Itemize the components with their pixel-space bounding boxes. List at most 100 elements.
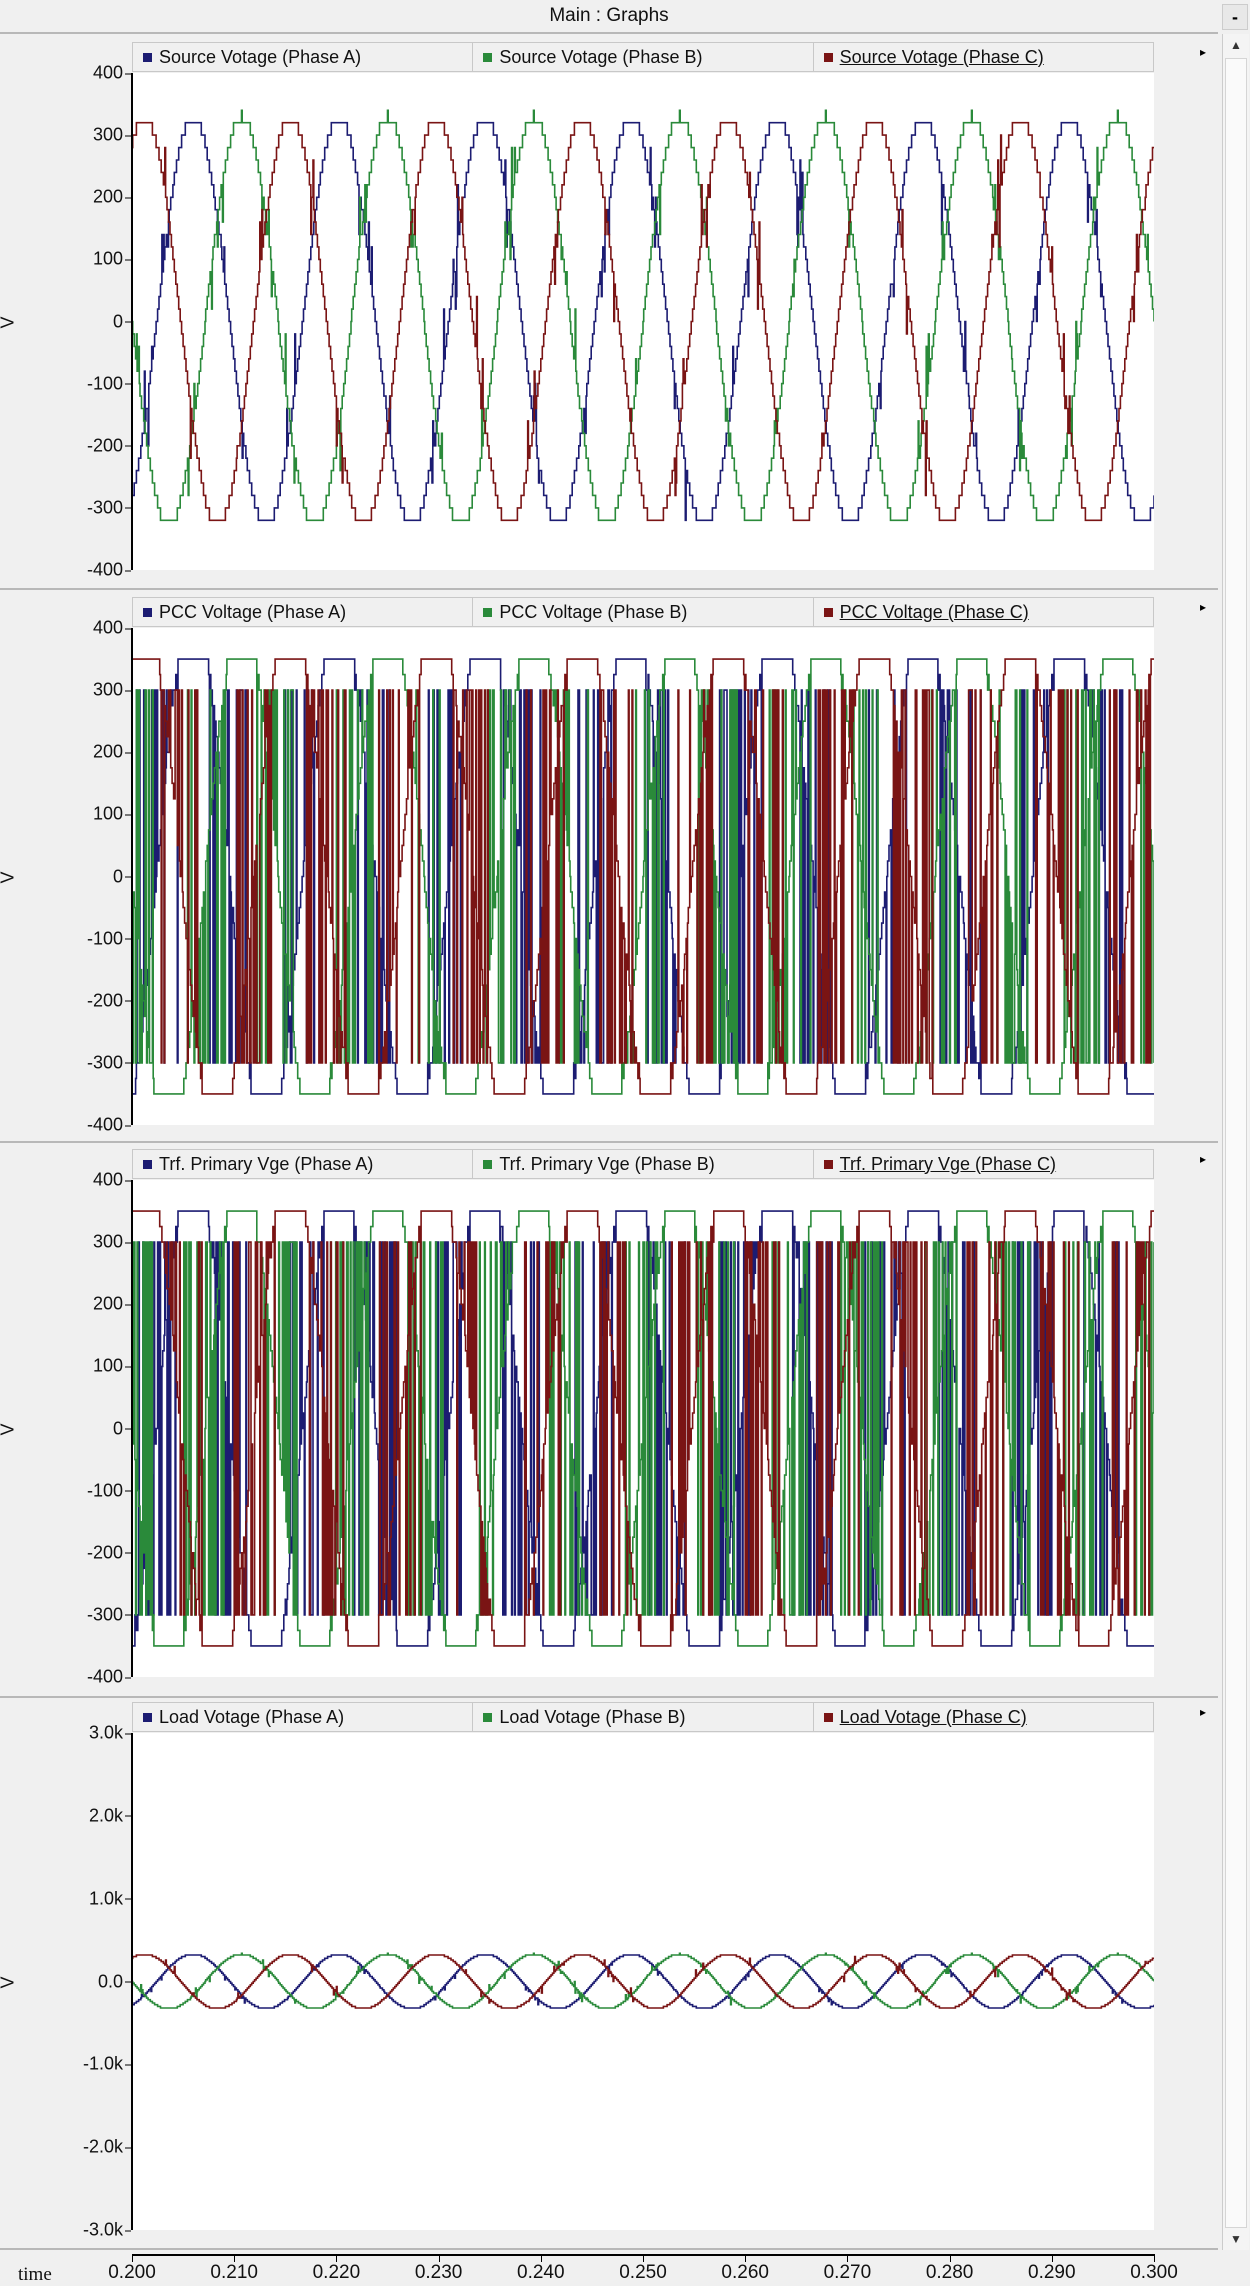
legend-label: PCC Voltage (Phase A) [159,601,347,622]
series-line-phase-b [132,1952,1154,2009]
y-tick-label: -200 [0,435,131,456]
legend-swatch [823,1159,833,1169]
y-axis-line [131,1733,133,2230]
y-tick-label: 400 [0,63,131,84]
legend-item-phase-c[interactable]: Trf. Primary Vge (Phase C) [814,1150,1153,1178]
legend-label: Source Votage (Phase B) [499,46,703,67]
plot-area [132,628,1154,1125]
panel-menu-arrow-icon[interactable]: ▸ [1200,1152,1207,1166]
legend-swatch [823,1712,833,1722]
x-tick-label: 0.290 [1028,2262,1076,2283]
legend-swatch [483,1712,493,1722]
scroll-down-arrow-icon[interactable]: ▼ [1230,2232,1242,2246]
y-tick-label: 0 [0,311,131,332]
legend-item-phase-c[interactable]: Source Votage (Phase C) [814,43,1153,71]
y-tick-label: 400 [0,618,131,639]
legend-item-phase-a[interactable]: Load Votage (Phase A) [133,1703,474,1731]
y-tick-label: -100 [0,1480,131,1501]
legend: Load Votage (Phase A) Load Votage (Phase … [132,1702,1154,1732]
x-tick-label: 0.210 [210,2262,258,2283]
y-tick-label: 1.0k [0,1888,131,1909]
legend-item-phase-a[interactable]: Trf. Primary Vge (Phase A) [133,1150,474,1178]
y-axis-label: V [0,316,19,328]
series-line-phase-b [132,109,1154,522]
y-axis-label: V [0,1423,19,1435]
series-line-phase-c [132,1954,1154,2009]
waveform-canvas [132,1210,1154,1647]
x-tick-label: 0.260 [721,2262,769,2283]
legend: Trf. Primary Vge (Phase A) Trf. Primary V… [132,1149,1154,1179]
legend-label: Trf. Primary Vge (Phase C) [839,1153,1057,1174]
x-tick-mark [745,2254,747,2262]
window-title: Main : Graphs [0,0,1218,34]
x-tick-mark [438,2254,440,2262]
graph-panel-3: Trf. Primary Vge (Phase A) Trf. Primary V… [0,1143,1218,1698]
x-tick-mark [949,2254,951,2262]
x-tick-mark [1154,2254,1155,2262]
legend-item-phase-b[interactable]: Load Votage (Phase B) [473,1703,814,1731]
y-tick-label: 100 [0,1356,131,1377]
legend-label: Trf. Primary Vge (Phase A) [159,1153,374,1174]
y-tick-label: -3.0k [0,2220,131,2241]
scroll-up-arrow-icon[interactable]: ▲ [1230,38,1242,52]
panel-menu-arrow-icon[interactable]: ▸ [1200,45,1207,59]
y-tick-label: -400 [0,1667,131,1688]
y-tick-label: -300 [0,1052,131,1073]
y-tick-label: -1.0k [0,2054,131,2075]
x-tick-mark [336,2254,338,2262]
series-line-phase-c [132,658,1154,1095]
series-line-phase-a [132,121,1154,522]
graph-panel-4: Load Votage (Phase A) Load Votage (Phase … [0,1698,1218,2250]
minimize-button[interactable]: - [1222,4,1248,30]
legend-item-phase-c[interactable]: PCC Voltage (Phase C) [814,598,1153,626]
y-tick-label: -300 [0,497,131,518]
x-tick-mark [234,2254,236,2262]
legend-swatch [823,52,833,62]
series-line-phase-c [132,1210,1154,1647]
legend: Source Votage (Phase A) Source Votage (Ph… [132,42,1154,72]
y-tick-label: 400 [0,1170,131,1191]
y-tick-label: 100 [0,804,131,825]
y-tick-label: 100 [0,249,131,270]
y-tick-label: -200 [0,990,131,1011]
y-tick-label: -400 [0,1115,131,1136]
series-line-phase-b [132,658,1154,1095]
x-tick-label: 0.230 [414,2262,463,2283]
series-line-phase-a [132,658,1154,1095]
y-tick-label: 0 [0,1418,131,1439]
panel-menu-arrow-icon[interactable]: ▸ [1200,600,1207,614]
panel-menu-arrow-icon[interactable]: ▸ [1200,1705,1207,1719]
y-axis-line [131,628,133,1125]
x-tick-label: 0.300 [1130,2262,1178,2283]
legend-swatch [483,1159,493,1169]
legend: PCC Voltage (Phase A) PCC Voltage (Phase … [132,597,1154,627]
plot-area [132,1180,1154,1677]
y-tick-label: 2.0k [0,1805,131,1826]
x-tick-mark [847,2254,849,2262]
y-axis-line [131,73,133,570]
x-tick-label: 0.240 [517,2262,565,2283]
x-tick-mark [1051,2254,1053,2262]
legend-item-phase-b[interactable]: Source Votage (Phase B) [473,43,814,71]
y-tick-label: 0.0 [0,1971,131,1992]
legend-label: Source Votage (Phase C) [839,46,1044,67]
legend-item-phase-a[interactable]: Source Votage (Phase A) [133,43,474,71]
scroll-thumb[interactable] [1225,58,1247,2228]
y-axis-label: V [0,1976,19,1988]
legend-label: Load Votage (Phase B) [499,1706,686,1727]
x-tick-label: 0.280 [925,2262,974,2283]
y-tick-label: 200 [0,742,131,763]
y-tick-label: 300 [0,1232,131,1253]
plot-area [132,73,1154,570]
legend-item-phase-b[interactable]: Trf. Primary Vge (Phase B) [473,1150,814,1178]
legend-item-phase-a[interactable]: PCC Voltage (Phase A) [133,598,474,626]
y-tick-label: -2.0k [0,2137,131,2158]
legend-item-phase-b[interactable]: PCC Voltage (Phase B) [473,598,814,626]
legend-label: PCC Voltage (Phase C) [839,601,1029,622]
y-tick-label: 3.0k [0,1723,131,1744]
vertical-scrollbar[interactable]: ▲ ▼ [1222,34,1249,2250]
series-line-phase-c [132,121,1154,522]
x-tick-label: 0.200 [108,2262,156,2283]
legend-item-phase-c[interactable]: Load Votage (Phase C) [814,1703,1153,1731]
legend-swatch [143,52,152,62]
